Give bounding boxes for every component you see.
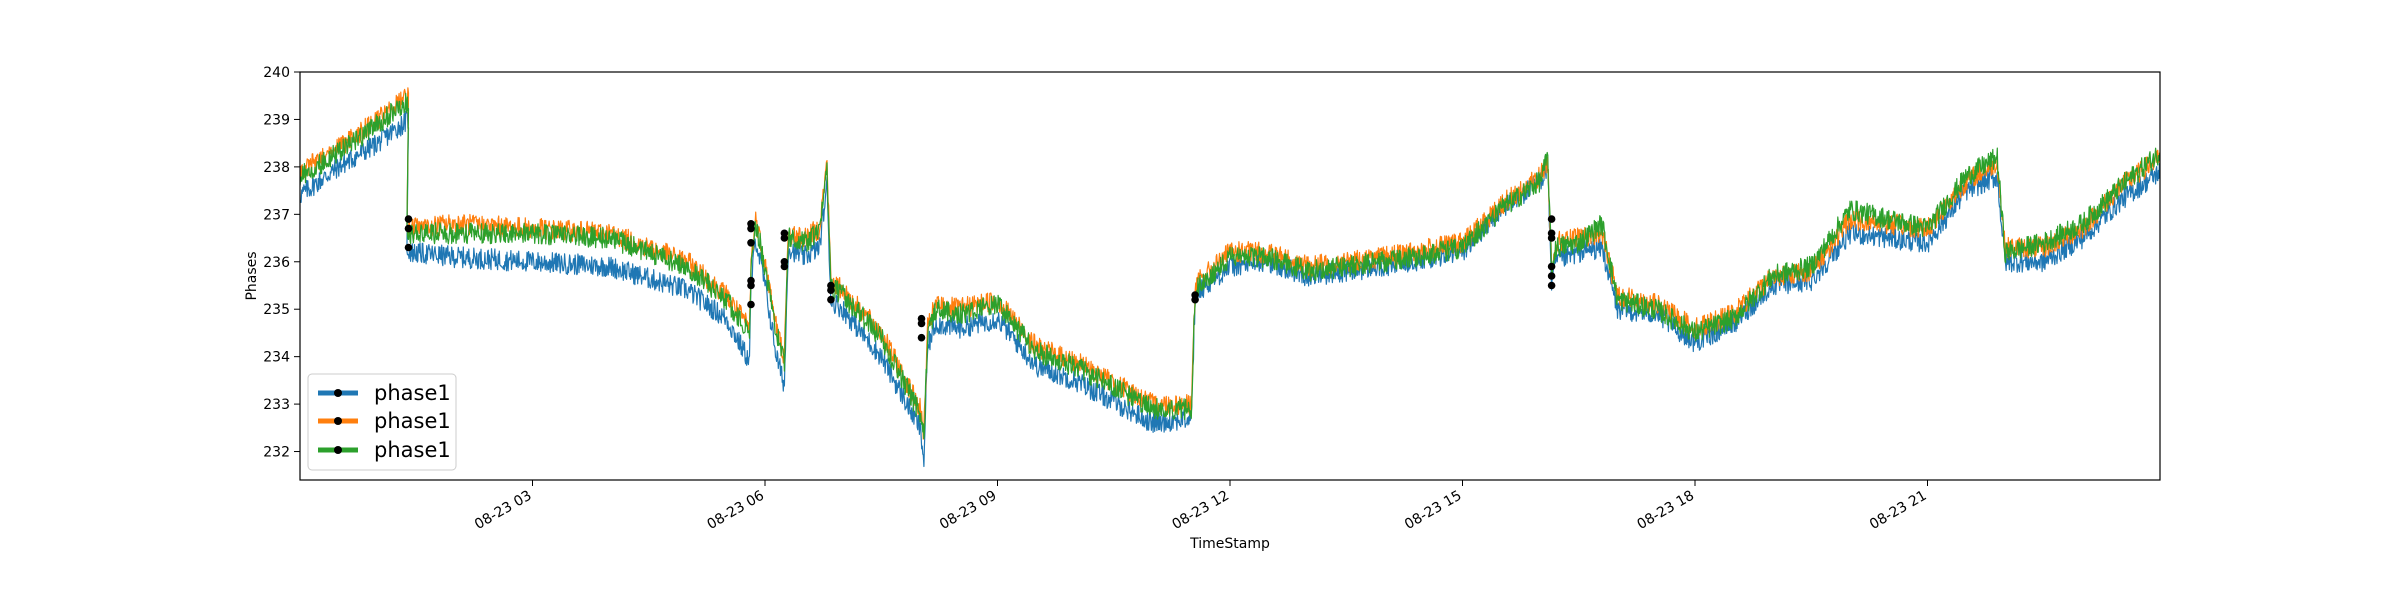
data-point-marker	[1191, 295, 1199, 304]
data-point-marker	[1547, 234, 1556, 242]
data-point-marker	[917, 333, 926, 342]
legend-label: phase1	[374, 381, 451, 405]
legend-swatch-marker	[334, 446, 342, 454]
data-point-marker	[404, 224, 413, 233]
legend-swatch-marker	[334, 389, 342, 397]
x-axis-label: TimeStamp	[1189, 536, 1270, 552]
y-tick-label: 232	[263, 445, 290, 461]
data-point-marker	[1547, 215, 1556, 223]
legend-item: phase1	[318, 438, 451, 462]
legend-item: phase1	[318, 409, 451, 433]
data-point-marker	[404, 215, 413, 223]
data-point-marker	[780, 262, 789, 271]
data-point-marker	[747, 300, 755, 309]
data-point-marker	[780, 234, 789, 242]
data-point-marker	[917, 319, 926, 328]
y-axis: 232 233 234 235 236 237 238 239 240	[263, 65, 300, 461]
legend-label: phase1	[374, 409, 451, 433]
legend-label: phase1	[374, 438, 451, 462]
y-tick-label: 234	[263, 350, 290, 366]
data-point-marker	[1547, 272, 1556, 280]
series-layer	[300, 87, 2160, 468]
legend: phase1 phase1 phase1	[307, 373, 457, 471]
y-tick-label: 235	[263, 302, 290, 318]
data-point-marker	[404, 243, 413, 252]
data-point-marker	[747, 239, 755, 247]
legend-swatch-marker	[334, 417, 342, 425]
data-point-marker	[1547, 281, 1556, 290]
y-axis-label: Phases	[244, 251, 260, 300]
y-tick-label: 238	[263, 160, 290, 176]
series-line	[300, 110, 2160, 468]
marker-layer	[404, 215, 1556, 342]
data-point-marker	[747, 281, 755, 290]
y-tick-label: 236	[263, 255, 290, 271]
y-tick-label: 240	[263, 65, 290, 81]
legend-item: phase1	[318, 381, 451, 405]
y-tick-label: 239	[263, 112, 290, 128]
data-point-marker	[1547, 262, 1556, 271]
data-point-marker	[747, 224, 755, 233]
data-point-marker	[827, 295, 835, 304]
legend-box	[307, 373, 457, 471]
y-tick-label: 237	[263, 207, 290, 223]
y-tick-label: 233	[263, 397, 290, 413]
data-point-marker	[827, 286, 835, 295]
series-line	[300, 92, 2160, 440]
